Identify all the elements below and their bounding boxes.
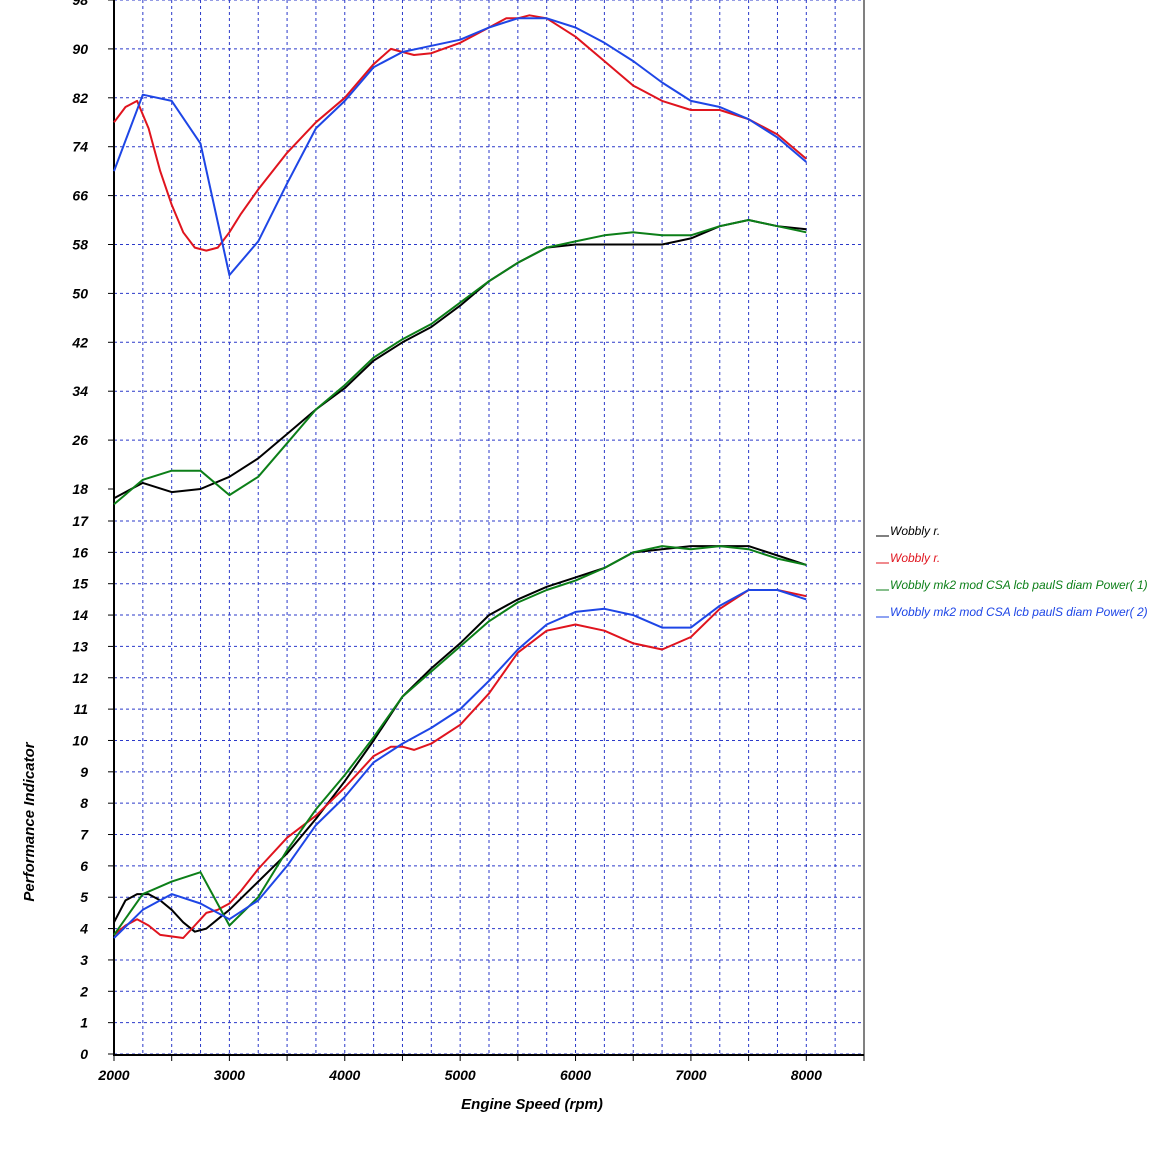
- lower-series-1: [113, 545, 807, 933]
- upper-series-3: [113, 219, 807, 506]
- tick-labels: 1826344250586674829098012345678910111213…: [71, 0, 822, 1083]
- y-tick-label: 11: [73, 701, 88, 717]
- y-tick-label: 50: [72, 285, 88, 301]
- x-tick-label: 6000: [560, 1067, 591, 1083]
- upper-series-1: [113, 219, 807, 500]
- y-tick-label: 13: [72, 638, 88, 654]
- y-tick-label: 1: [80, 1015, 88, 1031]
- x-tick-label: 8000: [791, 1067, 822, 1083]
- y-tick-label: 4: [79, 921, 88, 937]
- y-tick-label: 18: [72, 481, 88, 497]
- y-tick-label: 8: [80, 795, 88, 811]
- y-tick-label: 82: [72, 90, 88, 106]
- y-tick-label: 3: [80, 952, 88, 968]
- gridlines: [114, 0, 865, 1055]
- y-tick-label: 10: [72, 732, 88, 748]
- axes: [108, 0, 865, 1061]
- legend: Wobbly r. Wobbly r. Wobbly mk2 mod CSA lcb…: [876, 524, 1148, 619]
- y-tick-label: 66: [72, 188, 88, 204]
- legend-label: Wobbly r.: [890, 524, 940, 538]
- y-tick-label: 12: [72, 670, 88, 686]
- y-axis-title: Performance Indicator: [21, 741, 38, 901]
- lower-series-4: [113, 589, 807, 939]
- y-tick-label: 0: [80, 1046, 88, 1062]
- x-tick-label: 4000: [328, 1067, 360, 1083]
- y-tick-label: 14: [72, 607, 88, 623]
- lower-series-3: [113, 545, 807, 936]
- x-axis-title: Engine Speed (rpm): [461, 1096, 603, 1113]
- y-tick-label: 9: [80, 764, 88, 780]
- y-tick-label: 2: [79, 983, 88, 999]
- y-tick-label: 7: [80, 827, 89, 843]
- y-tick-label: 17: [72, 513, 89, 529]
- y-tick-label: 6: [80, 858, 88, 874]
- upper-series-4: [113, 17, 807, 277]
- x-tick-label: 2000: [97, 1067, 129, 1083]
- legend-label: Wobbly mk2 mod CSA lcb paulS diam Power(…: [890, 605, 1148, 619]
- x-tick-label: 5000: [445, 1067, 476, 1083]
- y-tick-label: 26: [71, 432, 88, 448]
- y-tick-label: 42: [71, 334, 88, 350]
- y-tick-label: 16: [72, 544, 88, 560]
- x-tick-label: 7000: [675, 1067, 706, 1083]
- y-tick-label: 58: [72, 237, 88, 253]
- x-tick-label: 3000: [214, 1067, 245, 1083]
- lower-series-2: [113, 589, 807, 939]
- y-tick-label: 15: [72, 576, 88, 592]
- y-tick-label: 98: [72, 0, 88, 8]
- legend-label: Wobbly mk2 mod CSA lcb paulS diam Power(…: [890, 578, 1148, 592]
- y-tick-label: 34: [72, 383, 88, 399]
- series-lines: [113, 14, 807, 939]
- y-tick-label: 90: [72, 41, 88, 57]
- upper-series-2: [113, 14, 807, 252]
- y-tick-label: 74: [72, 139, 88, 155]
- legend-label: Wobbly r.: [890, 551, 940, 565]
- y-tick-label: 5: [80, 889, 88, 905]
